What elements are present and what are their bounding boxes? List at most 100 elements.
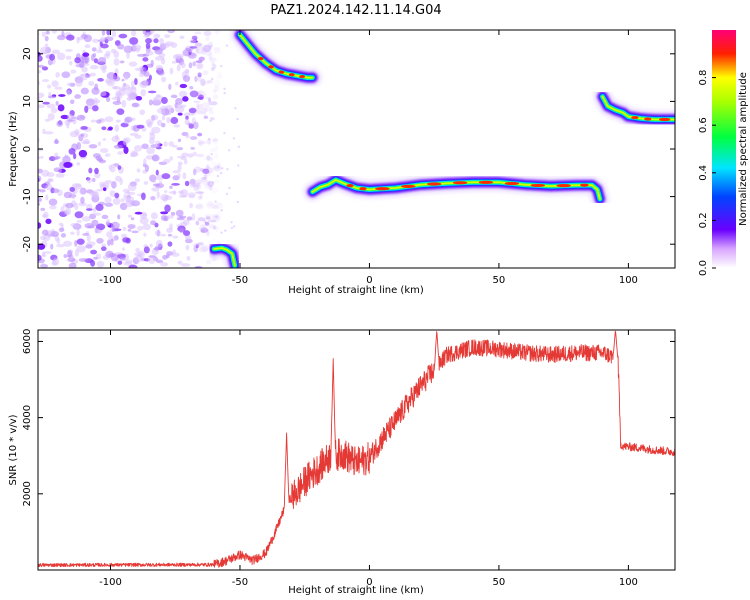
noise-blob: [86, 234, 91, 242]
noise-blob: [212, 205, 219, 210]
noise-blob: [147, 256, 156, 264]
noise-blob: [109, 166, 116, 173]
noise-blob: [105, 96, 111, 103]
noise-blob: [54, 86, 63, 90]
noise-speck: [221, 167, 224, 170]
signal-hotspot: [504, 181, 520, 186]
noise-blob: [38, 104, 46, 109]
colorbar-tick-label: 0.2: [698, 212, 709, 228]
noise-blob: [63, 191, 73, 199]
noise-blob: [131, 102, 139, 108]
noise-blob: [88, 81, 95, 86]
spectrogram-x-ticks: -100 -50 0 50 100: [99, 30, 638, 286]
noise-blob: [189, 178, 196, 185]
signal-hotspot: [288, 73, 295, 77]
noise-blob: [127, 228, 132, 232]
noise-blob: [193, 100, 200, 104]
noise-blob: [100, 91, 107, 97]
noise-blob: [208, 97, 212, 103]
noise-blob: [51, 30, 58, 34]
noise-blob: [122, 138, 129, 146]
signal-hotspot: [299, 75, 306, 79]
noise-blob: [195, 60, 203, 63]
noise-blob: [169, 185, 173, 190]
noise-blob: [182, 172, 187, 180]
noise-blob: [213, 46, 221, 51]
noise-blob: [134, 67, 143, 72]
noise-blob: [58, 227, 65, 233]
noise-blob: [69, 186, 76, 192]
noise-blob: [93, 256, 98, 260]
noise-blob: [41, 254, 47, 258]
noise-blob: [89, 72, 96, 77]
noise-blob: [194, 75, 198, 83]
noise-blob: [164, 204, 171, 213]
noise-blob: [95, 223, 106, 231]
noise-blob: [155, 64, 164, 71]
noise-blob: [75, 79, 83, 87]
noise-blob: [121, 78, 125, 82]
noise-blob: [96, 157, 104, 162]
noise-blob: [70, 99, 75, 105]
noise-blob: [156, 259, 164, 264]
noise-blob: [161, 43, 171, 48]
noise-blob: [156, 191, 160, 199]
noise-blob: [209, 148, 218, 153]
noise-blob: [191, 213, 196, 221]
snr-y-label: SNR (10 * v/v): [8, 414, 19, 485]
noise-blob: [167, 233, 173, 237]
noise-blob: [74, 57, 81, 64]
noise-blob: [76, 220, 83, 223]
noise-blob: [133, 44, 142, 51]
noise-blob: [160, 262, 169, 267]
snr-x-tick-label: 0: [366, 577, 372, 588]
colorbar-label: Normalized spectral amplitude: [738, 72, 749, 226]
spectrogram-y-tick-label: 0: [22, 146, 33, 152]
signal-hotspot: [631, 115, 639, 120]
noise-blob: [70, 222, 80, 228]
noise-blob: [97, 56, 107, 65]
noise-blob: [208, 55, 213, 61]
noise-blob: [124, 116, 133, 123]
noise-blob: [163, 158, 171, 164]
noise-blob: [102, 187, 107, 192]
noise-speck: [233, 225, 236, 228]
noise-blob: [154, 48, 163, 55]
noise-blob: [115, 119, 121, 123]
noise-blob: [155, 169, 159, 176]
noise-blob: [104, 78, 114, 84]
noise-blob: [177, 164, 182, 172]
noise-blob: [145, 50, 154, 56]
noise-blob: [203, 115, 208, 120]
noise-blob: [185, 70, 189, 77]
noise-blob: [84, 44, 91, 49]
noise-speck: [220, 231, 223, 234]
noise-blob: [66, 82, 72, 87]
noise-blob: [44, 131, 54, 135]
noise-blob: [149, 133, 156, 140]
spectrogram-y-tick-label: -20: [22, 236, 33, 252]
noise-blob: [117, 214, 121, 220]
signal-hotspot: [644, 117, 652, 121]
noise-blob: [63, 240, 73, 247]
noise-blob: [104, 116, 114, 123]
snr-series: [38, 330, 675, 568]
snr-y-tick-label: 2000: [22, 481, 33, 506]
noise-blob: [128, 61, 138, 67]
noise-blob: [149, 243, 153, 248]
signal-hotspot: [268, 65, 274, 69]
spectrogram-x-tick-label: 100: [619, 275, 638, 286]
noise-blob: [211, 213, 220, 218]
noise-blob: [205, 36, 210, 42]
noise-blob: [203, 219, 207, 224]
noise-speck: [225, 192, 229, 196]
noise-blob: [76, 228, 80, 237]
signal-hotspot: [452, 181, 468, 185]
noise-blob: [41, 79, 50, 83]
noise-blob: [204, 96, 209, 100]
noise-blob: [175, 209, 184, 217]
noise-blob: [74, 248, 79, 257]
noise-blob: [139, 216, 149, 225]
noise-blob: [178, 90, 188, 98]
